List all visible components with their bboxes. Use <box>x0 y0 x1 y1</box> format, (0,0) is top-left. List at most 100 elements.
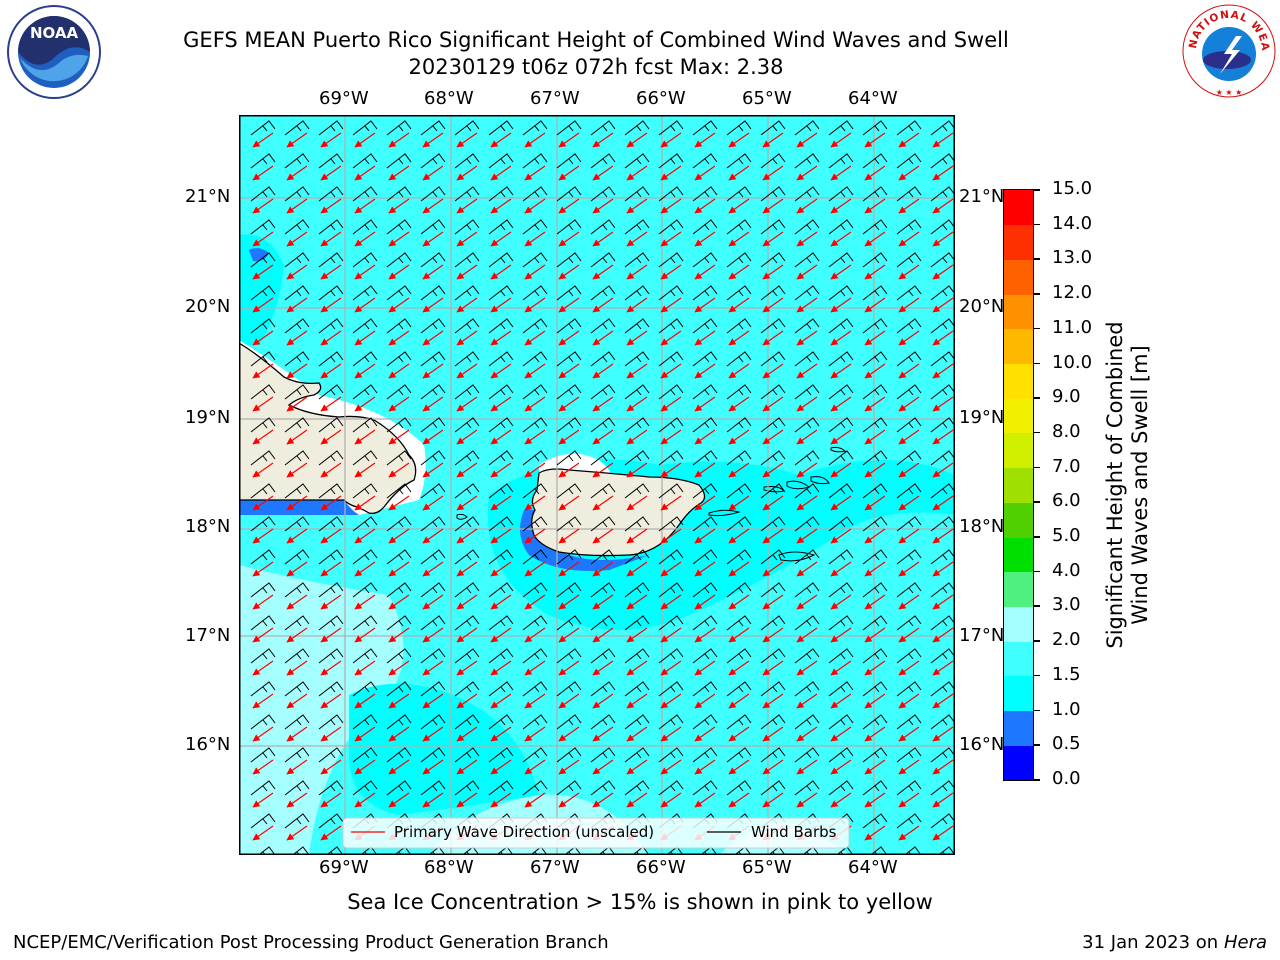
wave-direction-arrow <box>354 462 376 478</box>
wind-barb <box>726 186 752 202</box>
wave-direction-arrow <box>558 165 580 181</box>
colorbar-tick-label: 6.0 <box>1052 490 1081 512</box>
wave-direction-arrow <box>694 561 716 577</box>
wave-direction-arrow <box>422 330 444 346</box>
wave-direction-arrow <box>932 660 954 676</box>
wave-direction-arrow <box>320 198 342 214</box>
wind-barb <box>624 285 650 301</box>
wave-direction-arrow <box>796 792 818 808</box>
wind-barb <box>760 219 786 235</box>
wind-barb <box>420 450 446 466</box>
wave-direction-arrow <box>524 396 546 412</box>
wave-direction-arrow <box>932 693 954 709</box>
wave-direction-arrow <box>286 363 308 379</box>
wind-barb <box>318 318 344 334</box>
wind-barb <box>386 384 412 400</box>
wave-direction-arrow <box>830 363 852 379</box>
wave-direction-arrow <box>932 297 954 313</box>
wave-direction-arrow <box>932 792 954 808</box>
wind-barb <box>386 780 412 796</box>
wave-direction-arrow <box>728 396 750 412</box>
wave-direction-arrow <box>388 660 410 676</box>
wave-direction-arrow <box>524 231 546 247</box>
wave-direction-arrow <box>286 495 308 511</box>
wave-direction-arrow <box>592 363 614 379</box>
wind-barb <box>828 450 854 466</box>
wave-direction-arrow <box>286 594 308 610</box>
wind-barb <box>250 549 276 565</box>
wave-direction-arrow <box>728 198 750 214</box>
wave-direction-arrow <box>728 594 750 610</box>
wind-barb <box>862 582 888 598</box>
wind-barb <box>352 351 378 367</box>
wind-barb <box>624 153 650 169</box>
wind-barb <box>828 186 854 202</box>
wave-direction-arrow <box>932 363 954 379</box>
wind-barb <box>862 549 888 565</box>
wind-barb <box>658 450 684 466</box>
wind-barb <box>284 780 310 796</box>
wind-barb <box>862 417 888 433</box>
wind-barb <box>794 714 820 730</box>
wind-barb <box>794 450 820 466</box>
wind-barb <box>488 681 514 697</box>
wind-barb <box>454 384 480 400</box>
wind-barb <box>420 219 446 235</box>
wave-direction-arrow <box>354 660 376 676</box>
wave-direction-arrow <box>524 495 546 511</box>
colorbar-tick-mark <box>1034 397 1040 399</box>
wave-direction-arrow <box>524 363 546 379</box>
colorbar-tick-mark <box>1034 674 1040 677</box>
wave-direction-arrow <box>796 165 818 181</box>
wind-barb <box>896 582 922 598</box>
legend-wind-barbs: Wind Barbs <box>751 823 837 841</box>
wind-barb <box>250 615 276 631</box>
wave-direction-arrow <box>796 363 818 379</box>
wind-barb <box>386 252 412 268</box>
wind-barb <box>420 549 446 565</box>
wind-barb <box>386 318 412 334</box>
svg-text:★ ★ ★: ★ ★ ★ <box>1216 88 1243 97</box>
wave-direction-arrow <box>694 726 716 742</box>
wave-direction-arrow <box>660 165 682 181</box>
wave-direction-arrow <box>354 396 376 412</box>
wind-barb <box>692 615 718 631</box>
wave-direction-arrow <box>762 594 784 610</box>
wave-direction-arrow <box>558 792 580 808</box>
wind-barb <box>250 153 276 169</box>
wave-direction-arrow <box>728 132 750 148</box>
wind-barb <box>386 153 412 169</box>
wind-barb <box>454 516 480 532</box>
wave-direction-arrow <box>592 495 614 511</box>
colorbar-segment <box>1004 363 1033 399</box>
wind-barb <box>420 186 446 202</box>
wave-direction-arrow <box>728 759 750 775</box>
wind-barb <box>896 285 922 301</box>
wind-barb <box>488 648 514 664</box>
lat-label-right-16: 16°N <box>959 734 1005 755</box>
wave-direction-arrow <box>830 627 852 643</box>
wave-direction-arrow <box>830 132 852 148</box>
wind-barb <box>862 384 888 400</box>
wind-barb <box>828 714 854 730</box>
wind-barb <box>420 384 446 400</box>
wind-barb <box>726 582 752 598</box>
wind-barb <box>658 186 684 202</box>
wind-barb <box>556 615 582 631</box>
wave-direction-arrow <box>796 198 818 214</box>
wave-direction-arrow <box>388 726 410 742</box>
wave-direction-arrow <box>932 264 954 280</box>
wave-direction-arrow <box>524 264 546 280</box>
wind-barb <box>386 417 412 433</box>
wave-direction-arrow <box>626 693 648 709</box>
wind-barb <box>624 483 650 499</box>
wave-direction-arrow <box>762 231 784 247</box>
wave-direction-arrow <box>490 792 512 808</box>
wind-barb <box>692 153 718 169</box>
wind-barb <box>556 681 582 697</box>
wave-direction-arrow <box>864 231 886 247</box>
wind-barb <box>692 318 718 334</box>
wind-barb <box>828 747 854 763</box>
wind-barb <box>352 747 378 763</box>
wind-barb <box>896 615 922 631</box>
